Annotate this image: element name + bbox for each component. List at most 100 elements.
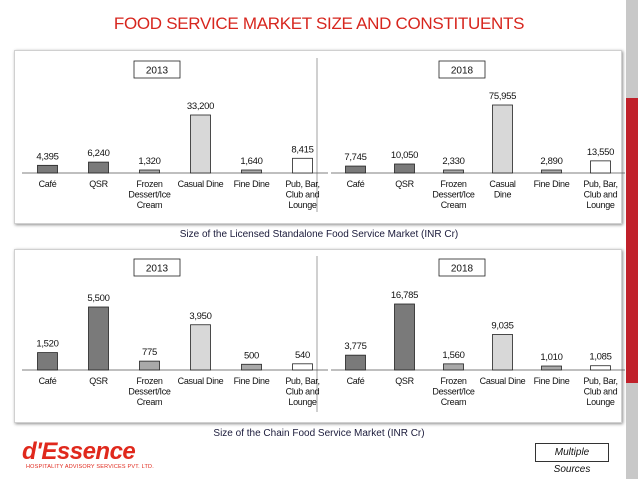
standalone-2013-bar-frozen-dessert bbox=[139, 169, 160, 174]
standalone-2013-category-label-pub-bar-line3: Lounge bbox=[288, 200, 317, 210]
standalone-2018-year-box bbox=[438, 60, 486, 79]
chain-2013-bar-pub-bar bbox=[292, 363, 313, 371]
chain-2018-bar-fine-dine bbox=[541, 365, 562, 371]
standalone-2013-value-label-fine-dine: 1,640 bbox=[240, 156, 262, 167]
logo-wordmark: d'Essence bbox=[22, 438, 136, 465]
chain-2018-bar-qsr bbox=[394, 303, 415, 371]
standalone-2018-chart-title: 2018 bbox=[451, 66, 474, 77]
chain-2013-chart-title: 2013 bbox=[146, 264, 169, 275]
chain-2018-year-box bbox=[438, 258, 486, 277]
standalone-2013-value-label-pub-bar: 8,415 bbox=[291, 144, 313, 155]
page-title: FOOD SERVICE MARKET SIZE AND CONSTITUENT… bbox=[113, 14, 525, 33]
standalone-2018-value-label-frozen-dessert: 2,330 bbox=[442, 156, 464, 167]
standalone-2013-category-label-cafe: Café bbox=[39, 179, 57, 189]
standalone-2013-category-label-fine-dine: Fine Dine bbox=[234, 179, 270, 189]
sources-note: Multiple Sources bbox=[535, 443, 609, 475]
standalone-2013-value-label-qsr: 6,240 bbox=[87, 148, 109, 159]
standalone-2018-value-label-casual-dine: 75,955 bbox=[489, 91, 516, 102]
standalone-2013-bar-fine-dine bbox=[241, 169, 262, 174]
standalone-2013-bar-qsr bbox=[88, 161, 109, 174]
standalone-2018-category-label-pub-bar-line2: Club and bbox=[584, 190, 618, 200]
standalone-2018-category-label-frozen-dessert-line2: Dessert/Ice bbox=[432, 190, 475, 200]
chain-2013-category-label-frozen-dessert-line1: Frozen bbox=[136, 376, 163, 386]
chain-2013-value-label-fine-dine: 500 bbox=[244, 350, 259, 361]
chain-2013-category-label-frozen-dessert-line2: Dessert/Ice bbox=[128, 387, 171, 397]
standalone-2013-value-label-frozen-dessert: 1,320 bbox=[138, 156, 160, 167]
chain-2018-category-label-cafe: Café bbox=[347, 376, 365, 386]
chain-2013-bar-qsr bbox=[88, 306, 109, 371]
standalone-2013-value-label-cafe: 4,395 bbox=[36, 151, 58, 162]
chain-2018-value-label-qsr: 16,785 bbox=[391, 290, 418, 301]
standalone-2013-category-label-casual-dine: Casual Dine bbox=[178, 179, 224, 189]
chain-2018-category-label-frozen-dessert-line1: Frozen bbox=[440, 376, 467, 386]
standalone-2018-category-label-frozen-dessert-line3: Cream bbox=[441, 200, 467, 210]
chain-2018-value-label-fine-dine: 1,010 bbox=[540, 352, 562, 363]
chain-2013-category-label-pub-bar-line2: Club and bbox=[286, 387, 320, 397]
standalone-2013-category-label-pub-bar-line2: Club and bbox=[286, 190, 320, 200]
chain-panel bbox=[14, 249, 622, 423]
chain-2018-category-label-casual-dine: Casual Dine bbox=[480, 376, 526, 386]
chain-2013-category-label-qsr: QSR bbox=[89, 376, 108, 386]
standalone-2013-bar-casual-dine bbox=[190, 114, 211, 174]
standalone-2018-category-label-cafe: Café bbox=[347, 179, 365, 189]
chain-2013-category-label-pub-bar-line1: Pub, Bar, bbox=[285, 376, 319, 386]
chain-2018-value-label-cafe: 3,775 bbox=[344, 341, 366, 352]
standalone-2018-value-label-pub-bar: 13,550 bbox=[587, 147, 614, 158]
standalone-2013-year-box bbox=[133, 60, 181, 79]
standalone-2018-bar-casual-dine bbox=[492, 104, 513, 174]
chain-2018-bar-pub-bar bbox=[590, 365, 611, 371]
right-edge-gray-top bbox=[626, 0, 638, 98]
chain-2013-bar-frozen-dessert bbox=[139, 360, 160, 371]
chain-2018-category-label-frozen-dessert-line2: Dessert/Ice bbox=[432, 387, 475, 397]
standalone-2013-category-label-frozen-dessert-line3: Cream bbox=[137, 200, 163, 210]
standalone-2018-category-label-pub-bar-line1: Pub, Bar, bbox=[583, 179, 617, 189]
standalone-2018-category-label-pub-bar-line3: Lounge bbox=[586, 200, 615, 210]
standalone-2013-value-label-casual-dine: 33,200 bbox=[187, 101, 214, 112]
company-logo: d'Essence HOSPITALITY ADVISORY SERVICES … bbox=[22, 438, 154, 471]
chain-2013-value-label-cafe: 1,520 bbox=[36, 339, 58, 350]
standalone-2018-bar-frozen-dessert bbox=[443, 169, 464, 174]
chain-2018-category-label-fine-dine: Fine Dine bbox=[534, 376, 570, 386]
chain-2018-value-label-frozen-dessert: 1,560 bbox=[442, 350, 464, 361]
standalone-2013-category-label-frozen-dessert-line1: Frozen bbox=[136, 179, 163, 189]
chain-2018-value-label-pub-bar: 1,085 bbox=[589, 352, 611, 363]
right-edge-red-bar bbox=[626, 98, 638, 383]
standalone-2018-value-label-cafe: 7,745 bbox=[344, 152, 366, 163]
chain-2018-category-label-pub-bar-line3: Lounge bbox=[586, 397, 615, 407]
standalone-2018-category-label-casual-dine-line1: Casual bbox=[489, 179, 516, 189]
chain-2018-bar-casual-dine bbox=[492, 334, 513, 371]
standalone-2018-category-label-frozen-dessert-line1: Frozen bbox=[440, 179, 467, 189]
chain-subtitle: Size of the Chain Food Service Market (I… bbox=[213, 428, 425, 439]
chain-2013-category-label-cafe: Café bbox=[39, 376, 57, 386]
chain-2013-category-label-pub-bar-line3: Lounge bbox=[288, 397, 317, 407]
standalone-2013-category-label-pub-bar-line1: Pub, Bar, bbox=[285, 179, 319, 189]
standalone-2018-bar-qsr bbox=[394, 163, 415, 174]
standalone-2018-bar-pub-bar bbox=[590, 160, 611, 174]
chain-2018-bar-cafe bbox=[345, 354, 366, 371]
standalone-2018-value-label-fine-dine: 2,890 bbox=[540, 156, 562, 167]
standalone-2018-category-label-qsr: QSR bbox=[395, 179, 414, 189]
standalone-2018-bar-cafe bbox=[345, 165, 366, 174]
right-edge-gray-bottom bbox=[626, 383, 638, 479]
chain-2013-bar-casual-dine bbox=[190, 324, 211, 371]
chain-2013-year-box bbox=[133, 258, 181, 277]
licensed-standalone-panel bbox=[14, 50, 622, 224]
chain-2013-value-label-frozen-dessert: 775 bbox=[142, 347, 157, 358]
chain-2018-category-label-frozen-dessert-line3: Cream bbox=[441, 397, 467, 407]
chain-2013-value-label-casual-dine: 3,950 bbox=[189, 311, 211, 322]
standalone-2018-bar-fine-dine bbox=[541, 169, 562, 174]
standalone-2013-category-label-frozen-dessert-line2: Dessert/Ice bbox=[128, 190, 171, 200]
standalone-2018-category-label-casual-dine-line2: Dine bbox=[494, 190, 512, 200]
standalone-2013-bar-cafe bbox=[37, 164, 58, 174]
chain-2018-value-label-casual-dine: 9,035 bbox=[491, 320, 513, 331]
standalone-2018-category-label-fine-dine: Fine Dine bbox=[534, 179, 570, 189]
logo-tagline: HOSPITALITY ADVISORY SERVICES PVT. LTD. bbox=[26, 464, 154, 470]
chain-2013-value-label-qsr: 5,500 bbox=[87, 293, 109, 304]
chain-2013-bar-cafe bbox=[37, 352, 58, 371]
chain-2013-bar-fine-dine bbox=[241, 363, 262, 371]
chain-2013-category-label-frozen-dessert-line3: Cream bbox=[137, 397, 163, 407]
licensed-standalone-subtitle: Size of the Licensed Standalone Food Ser… bbox=[179, 229, 459, 240]
standalone-2013-chart-title: 2013 bbox=[146, 66, 169, 77]
chain-2013-category-label-casual-dine: Casual Dine bbox=[178, 376, 224, 386]
